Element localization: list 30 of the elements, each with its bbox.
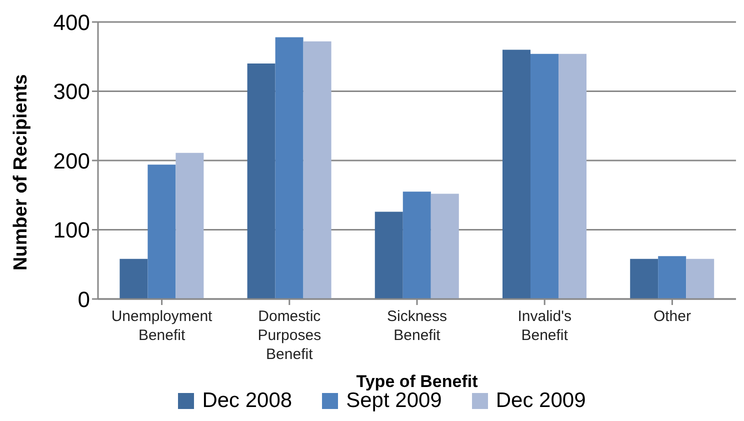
x-tick-label: Unemployment Benefit xyxy=(111,308,214,344)
bar xyxy=(530,54,558,299)
x-axis-title: Type of Benefit xyxy=(356,372,478,391)
bar xyxy=(430,194,459,299)
legend-label: Dec 2008 xyxy=(202,389,292,413)
y-tick-label: 100 xyxy=(53,218,90,243)
x-tick-label: Other xyxy=(653,308,691,325)
legend-label: Sept 2009 xyxy=(346,389,442,413)
bar xyxy=(502,50,530,299)
bar xyxy=(120,258,148,299)
bar xyxy=(275,37,304,299)
bar xyxy=(558,54,586,299)
bar xyxy=(374,212,403,299)
bar xyxy=(658,256,686,299)
bar xyxy=(247,64,276,299)
bar xyxy=(630,258,658,299)
y-tick-label: 400 xyxy=(53,10,90,35)
bar xyxy=(176,152,204,299)
x-tick-label: Invalid's Benefit xyxy=(518,308,572,344)
y-tick-label: 300 xyxy=(53,79,90,104)
bar xyxy=(148,164,176,299)
x-tick-label: Sickness Benefit xyxy=(386,308,448,344)
x-tick-label: Domestic Purposes Benefit xyxy=(258,308,322,363)
bar xyxy=(686,258,714,299)
legend-label: Dec 2009 xyxy=(496,389,586,413)
bar xyxy=(402,192,431,299)
y-tick-label: 0 xyxy=(78,286,90,312)
bar xyxy=(303,41,332,299)
y-axis-title: Number of Recipients xyxy=(10,74,32,270)
y-tick-label: 200 xyxy=(53,148,90,174)
